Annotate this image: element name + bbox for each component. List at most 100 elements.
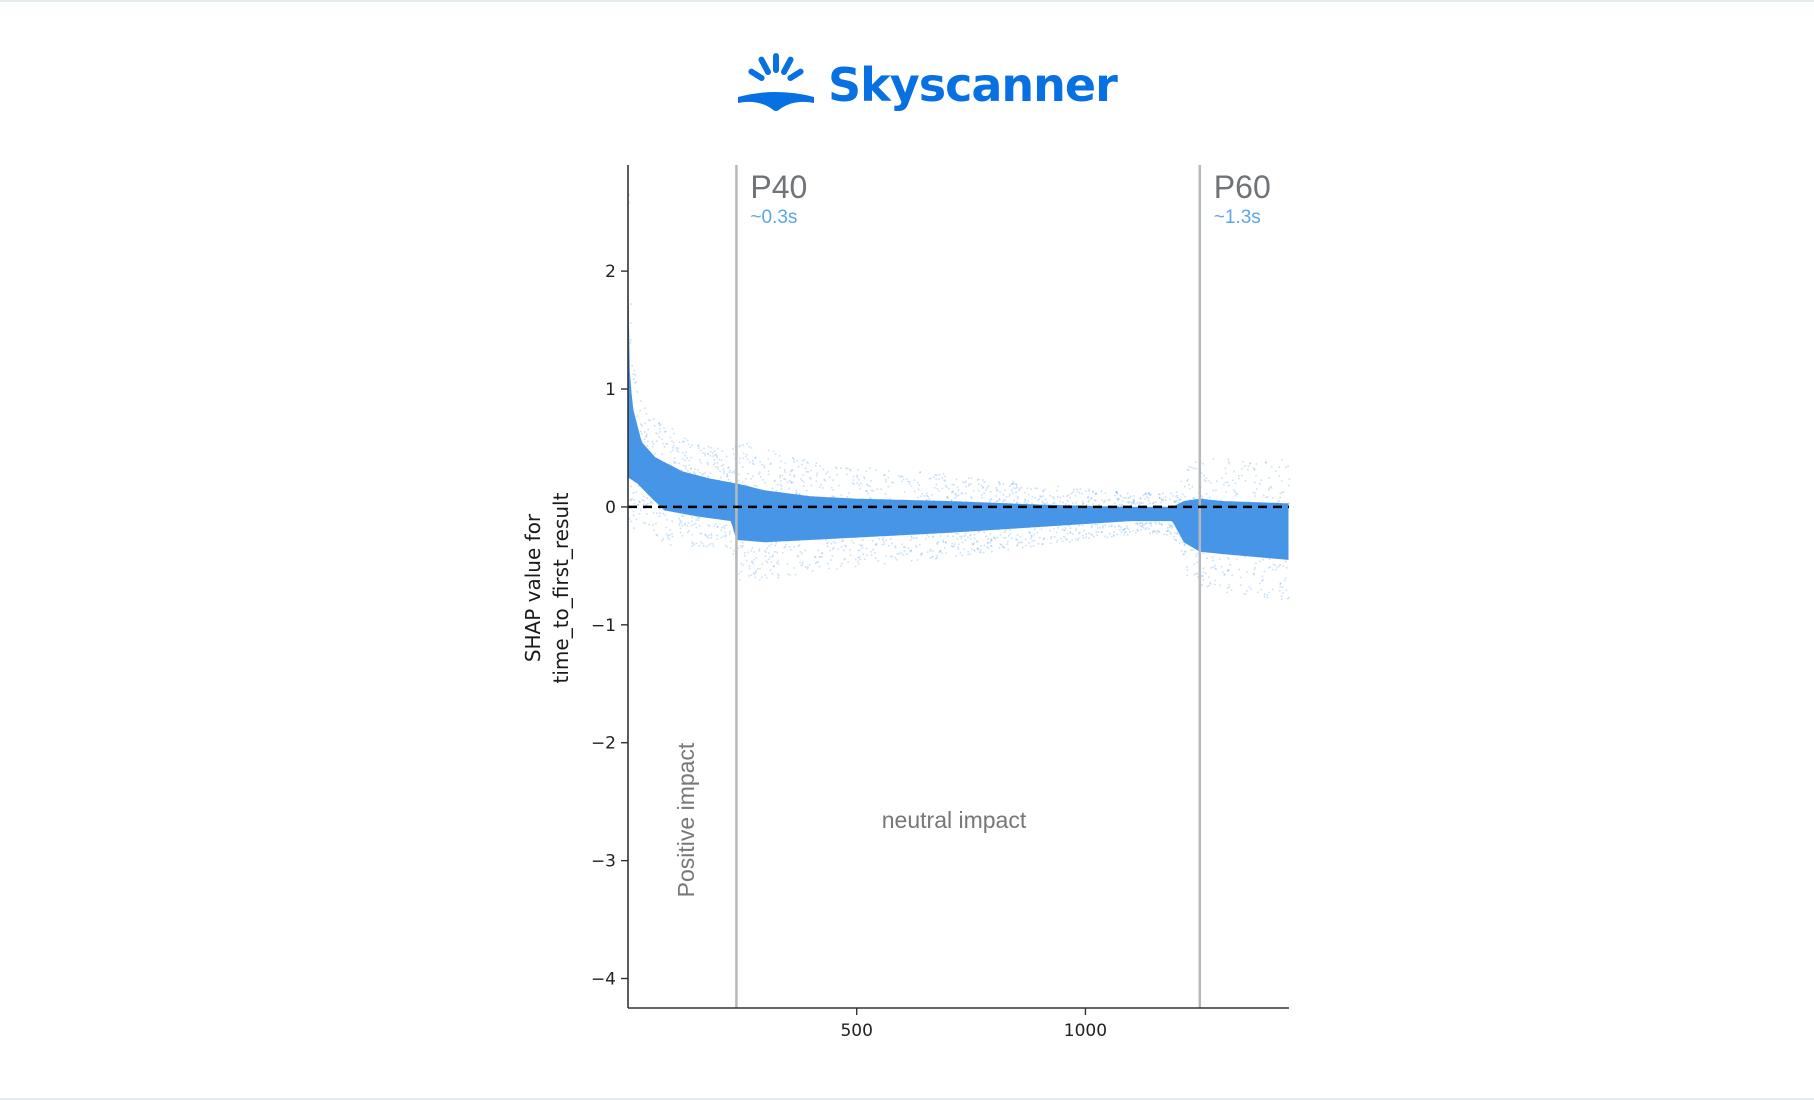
scatter-point	[718, 458, 721, 461]
scatter-point	[870, 550, 872, 553]
scatter-point	[897, 475, 900, 477]
scatter-point	[1226, 570, 1229, 572]
scatter-point	[802, 561, 804, 564]
scatter-point	[907, 480, 909, 483]
scatter-point	[1183, 544, 1186, 546]
scatter-point	[776, 484, 779, 486]
scatter-point	[1125, 531, 1127, 533]
scatter-point	[682, 515, 685, 517]
scatter-point	[1201, 575, 1203, 577]
scatter-point	[679, 522, 681, 524]
scatter-point	[1108, 525, 1110, 528]
y-tick-label: −1	[591, 616, 616, 636]
scatter-point	[1188, 487, 1191, 490]
scatter-point	[1287, 484, 1290, 487]
scatter-point	[931, 535, 934, 538]
scatter-point	[723, 525, 726, 528]
scatter-point	[1248, 586, 1251, 588]
scatter-point	[640, 423, 642, 425]
scatter-point	[1004, 536, 1007, 539]
scatter-point	[1135, 522, 1137, 525]
scatter-point	[793, 546, 795, 548]
scatter-point	[1183, 553, 1185, 556]
scatter-point	[803, 481, 805, 484]
scatter-point	[1255, 488, 1258, 490]
scatter-point	[1114, 525, 1116, 528]
scatter-point	[996, 488, 998, 491]
scatter-point	[917, 481, 919, 484]
scatter-point	[971, 548, 973, 550]
scatter-point	[953, 484, 955, 486]
scatter-point	[721, 526, 723, 529]
scatter-point	[910, 536, 913, 539]
scatter-point	[1268, 487, 1271, 490]
scatter-point	[951, 542, 953, 545]
scatter-point	[917, 488, 920, 491]
scatter-point	[999, 543, 1002, 545]
scatter-point	[633, 502, 636, 505]
scatter-point	[1133, 499, 1136, 501]
scatter-point	[963, 548, 965, 550]
scatter-point	[832, 540, 835, 543]
scatter-point	[871, 539, 874, 542]
scatter-point	[689, 446, 692, 449]
scatter-point	[643, 438, 646, 440]
scatter-point	[1091, 534, 1093, 536]
scatter-point	[951, 490, 954, 493]
scatter-point	[1261, 580, 1263, 582]
scatter-point	[1255, 463, 1258, 465]
scatter-point	[1143, 523, 1146, 526]
scatter-point	[1154, 501, 1157, 503]
scatter-point	[761, 576, 763, 578]
scatter-point	[865, 547, 868, 550]
scatter-point	[840, 545, 843, 548]
scatter-point	[1119, 529, 1121, 531]
scatter-point	[1087, 495, 1089, 498]
scatter-point	[1002, 493, 1005, 496]
scatter-point	[727, 467, 729, 469]
scatter-point	[1057, 526, 1059, 529]
scatter-point	[795, 492, 797, 495]
scatter-point	[1149, 493, 1152, 496]
scatter-point	[1088, 490, 1090, 492]
scatter-point	[1214, 579, 1217, 582]
scatter-point	[708, 525, 711, 527]
scatter-point	[1110, 536, 1113, 538]
scatter-point	[1114, 502, 1116, 505]
scatter-point	[1016, 534, 1019, 536]
scatter-point	[945, 541, 947, 544]
scatter-point	[832, 479, 834, 481]
scatter-point	[1115, 491, 1118, 493]
scatter-point	[697, 469, 699, 471]
scatter-point	[862, 553, 865, 556]
scatter-point	[652, 418, 655, 420]
scatter-point	[1069, 532, 1072, 534]
scatter-point	[835, 467, 838, 470]
scatter-point	[1144, 498, 1147, 500]
scatter-point	[854, 565, 857, 568]
scatter-point	[1159, 523, 1161, 525]
scatter-point	[1039, 495, 1041, 497]
scatter-point	[1032, 545, 1035, 547]
scatter-point	[849, 554, 852, 556]
scatter-point	[1275, 569, 1277, 571]
scatter-point	[901, 480, 903, 483]
scatter-point	[1138, 503, 1141, 506]
scatter-point	[786, 481, 789, 484]
scatter-point	[738, 461, 741, 464]
scatter-point	[1003, 547, 1006, 549]
scatter-point	[672, 441, 675, 444]
scatter-point	[1020, 486, 1023, 489]
scatter-point	[901, 543, 903, 546]
scatter-point	[923, 495, 926, 497]
scatter-point	[810, 484, 813, 487]
scatter-point	[982, 479, 984, 481]
scatter-point	[863, 477, 866, 480]
scatter-point	[1023, 501, 1026, 503]
scatter-point	[726, 473, 728, 475]
scatter-point	[1279, 583, 1281, 585]
scatter-point	[1152, 502, 1155, 504]
scatter-point	[754, 570, 757, 572]
scatter-point	[698, 524, 701, 527]
scatter-point	[833, 547, 835, 549]
